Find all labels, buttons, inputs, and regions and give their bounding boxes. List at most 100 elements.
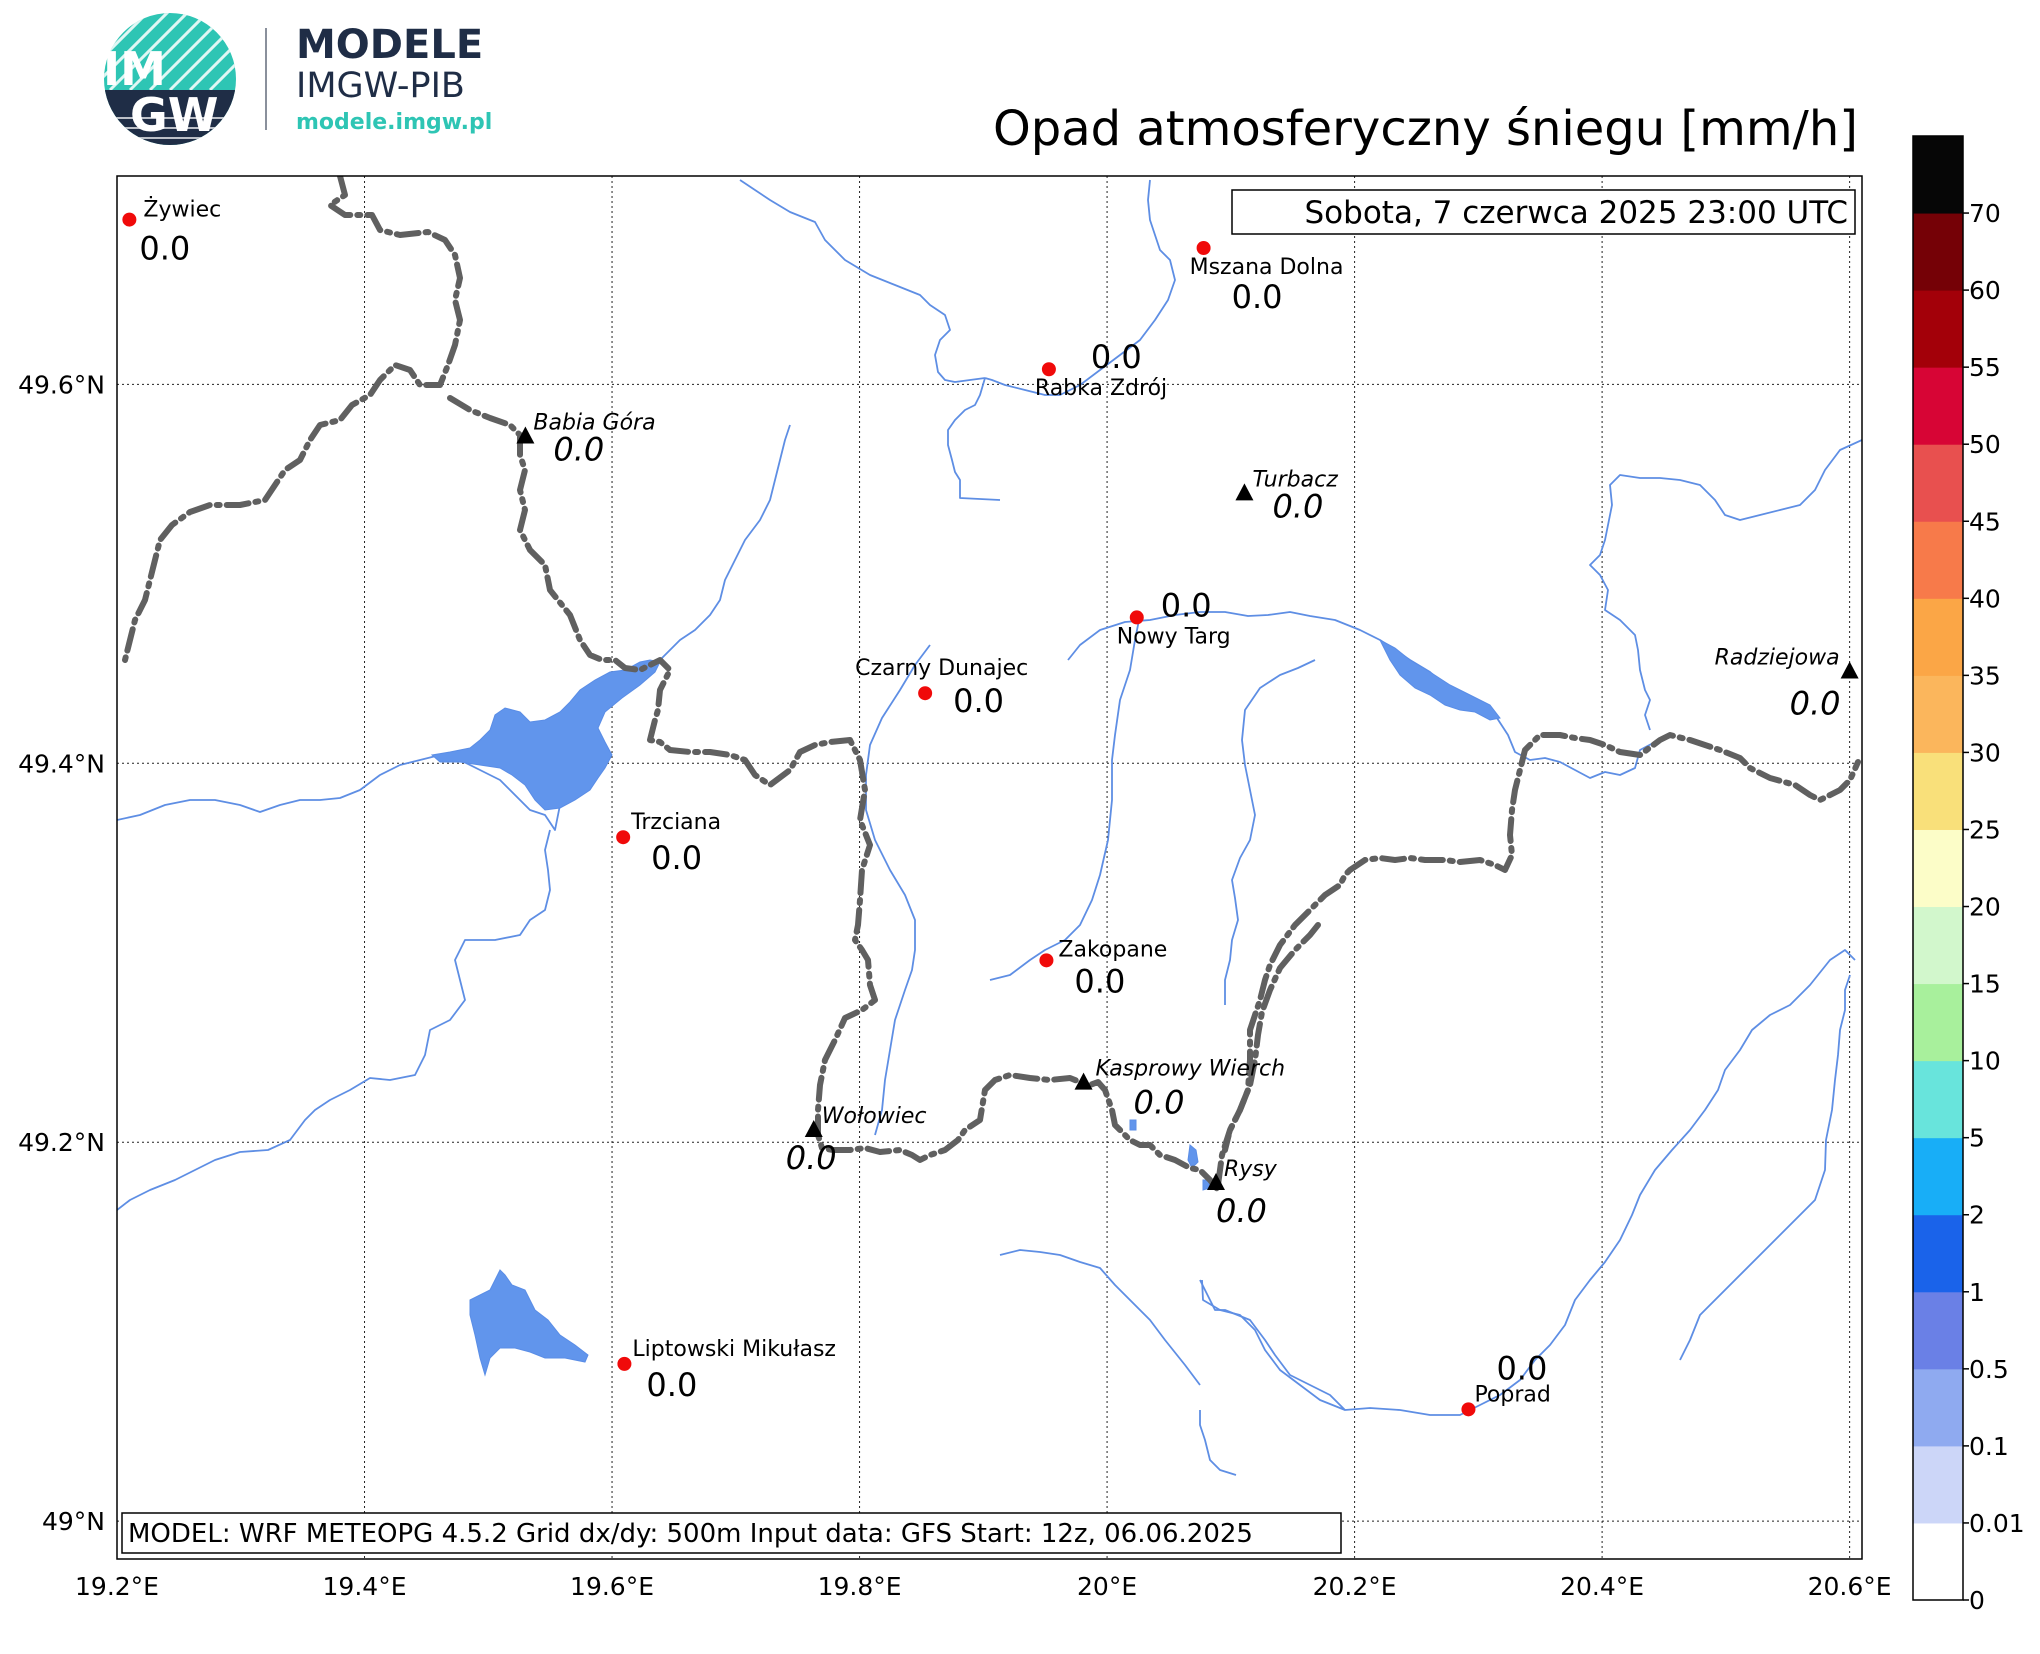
river-poprad-loop — [1199, 1279, 1346, 1411]
station-value: 0.0 — [1496, 1349, 1547, 1387]
peak-value: 0.0 — [786, 1139, 837, 1177]
river-poprad — [1201, 949, 1856, 1416]
river-orawa-south — [117, 829, 551, 1211]
station-name: Mszana Dolna — [1190, 255, 1344, 280]
lon-tick-label: 20°E — [1077, 1572, 1137, 1601]
peak-value: 0.0 — [1790, 684, 1841, 722]
peak-marker — [516, 426, 535, 444]
colorbar-tick-label: 20 — [1969, 893, 2001, 922]
station-value: 0.0 — [139, 230, 190, 268]
colorbar-tick-label: 0 — [1969, 1586, 1985, 1615]
peak-name: Rysy — [1224, 1157, 1278, 1182]
peak-name: Kasprowy Wierch — [1096, 1057, 1286, 1082]
peak-value: 0.0 — [553, 431, 604, 469]
station-name: Trzciana — [630, 810, 721, 835]
colorbar-segment — [1913, 213, 1963, 291]
colorbar-tick-label: 1 — [1969, 1278, 1985, 1307]
colorbar-tick-label: 50 — [1969, 430, 2001, 459]
station-value: 0.0 — [651, 839, 702, 877]
colorbar-segment — [1913, 367, 1963, 445]
lon-tick-label: 19.8°E — [818, 1572, 902, 1601]
logo-badge-line2: GW — [130, 88, 219, 142]
colorbar-segment — [1913, 829, 1963, 908]
peak-markers: Babia Góra0.0Turbacz0.0Radziejowa0.0Kasp… — [516, 411, 1859, 1230]
timestamp: Sobota, 7 czerwca 2025 23:00 UTC — [1305, 195, 1849, 231]
lon-tick-label: 20.2°E — [1313, 1572, 1397, 1601]
peak-marker — [1235, 483, 1254, 501]
border-south-tatra — [1222, 922, 1321, 1153]
colorbar-segment — [1913, 521, 1963, 599]
timestamp-box — [1231, 189, 1856, 235]
logo-badge-line1: IM — [103, 42, 166, 96]
logo-url: modele.imgw.pl — [296, 110, 492, 135]
colorbar-segment — [1913, 752, 1963, 830]
colorbar-segment — [1913, 1137, 1963, 1216]
map-background — [117, 176, 1862, 1559]
lake-czorsztyn — [1378, 638, 1501, 721]
peak-value: 0.0 — [1134, 1084, 1185, 1122]
station-name: Liptowski Mikułasz — [632, 1337, 836, 1362]
colorbar-segment — [1913, 598, 1963, 676]
peak-marker — [804, 1119, 823, 1137]
station-name: Zakopane — [1058, 937, 1167, 962]
colorbar-tick-label: 25 — [1969, 815, 2001, 844]
lon-tick-label: 19.6°E — [570, 1572, 654, 1601]
lat-tick-label: 49.4°N — [18, 749, 105, 778]
peak-marker — [1074, 1072, 1093, 1090]
peak-name: Radziejowa — [1715, 645, 1840, 670]
colorbar-frame — [1912, 135, 1964, 1601]
colorbar-segment — [1913, 444, 1963, 522]
station-value: 0.0 — [953, 682, 1004, 720]
colorbar-tick-label: 70 — [1969, 199, 2001, 228]
peak-marker — [1206, 1172, 1225, 1190]
colorbar-tick-label: 2 — [1969, 1201, 1985, 1230]
station-name: Żywiec — [143, 197, 221, 223]
colorbar-segment — [1913, 1522, 1963, 1601]
colorbar-tick-label: 30 — [1969, 738, 2001, 767]
colorbar-segment — [1913, 1291, 1963, 1370]
river-bialka — [1224, 659, 1316, 1005]
colorbar-segment — [1913, 136, 1963, 214]
peak-value: 0.0 — [1216, 1192, 1267, 1230]
station-marker — [616, 830, 631, 845]
station-value: 0.0 — [646, 1366, 697, 1404]
footer-box — [121, 1512, 1342, 1554]
lake-orawa — [430, 659, 661, 811]
river-skawa — [947, 179, 1176, 501]
station-value: 0.0 — [1161, 586, 1212, 624]
station-name: Czarny Dunajec — [855, 656, 1028, 681]
country-border — [122, 176, 1861, 1193]
river-raba-north — [739, 179, 986, 383]
station-value: 0.0 — [1074, 962, 1125, 1000]
lon-tick-label: 19.4°E — [323, 1572, 407, 1601]
axis-tick-labels: 19.2°E 19.4°E 19.6°E 19.8°E 20°E 20.2°E 20.4°E… — [18, 370, 1891, 1601]
station-marker — [1196, 240, 1211, 255]
lat-tick-label: 49.6°N — [18, 370, 105, 399]
colorbar-segment — [1913, 1214, 1963, 1293]
colorbar-segment — [1913, 1368, 1963, 1447]
colorbar-tick-label: 0.5 — [1969, 1355, 2009, 1384]
lake-liptov — [469, 1269, 589, 1377]
logo-subtitle: IMGW-PIB — [296, 66, 465, 106]
colorbar-tick-label: 45 — [1969, 507, 2001, 536]
station-marker — [122, 212, 137, 227]
station-marker — [1129, 610, 1144, 625]
station-name: Poprad — [1474, 1382, 1550, 1407]
lat-tick-label: 49°N — [42, 1507, 105, 1536]
colorbar-tick-label: 5 — [1969, 1124, 1985, 1153]
logo-title: MODELE — [296, 22, 483, 68]
colorbar-segment — [1913, 906, 1963, 985]
model-info: MODEL: WRF METEOPG 4.5.2 Grid dx/dy: 500… — [128, 1519, 1253, 1549]
peak-value: 0.0 — [1272, 487, 1323, 525]
station-marker — [1039, 953, 1054, 968]
station-marker — [617, 1356, 632, 1371]
lakes — [430, 638, 1501, 1377]
colorbar-segment — [1913, 983, 1963, 1062]
lon-tick-label: 20.6°E — [1808, 1572, 1892, 1601]
river-orawa — [117, 424, 791, 831]
lon-tick-label: 20.4°E — [1560, 1572, 1644, 1601]
station-value: 0.0 — [1232, 278, 1283, 316]
